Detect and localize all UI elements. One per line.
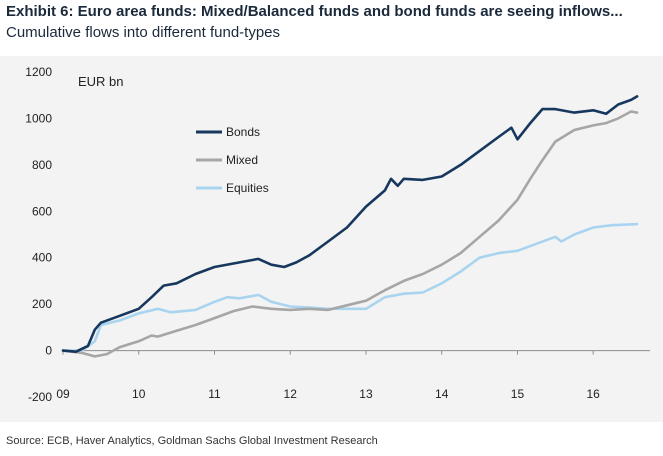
legend-label-bonds: Bonds (226, 125, 260, 139)
chart-subtitle: Cumulative flows into different fund-typ… (6, 24, 281, 41)
x-tick-label: 14 (435, 387, 449, 401)
x-tick-label: 16 (587, 387, 601, 401)
x-tick-label: 15 (511, 387, 525, 401)
y-tick-label: 1000 (25, 111, 52, 125)
y-tick-label: 200 (32, 297, 52, 311)
y-tick-label: -200 (28, 390, 52, 404)
y-tick-label: 800 (32, 158, 52, 172)
x-tick-label: 12 (284, 387, 298, 401)
series-line-mixed (61, 110, 639, 358)
series-line-equities (61, 222, 639, 352)
legend-label-mixed: Mixed (226, 153, 258, 167)
y-tick-label: 600 (32, 204, 52, 218)
chart-area: -200 0 200 400 600 800 1000 1200 09 10 11 12 13 14 15 1… (0, 56, 663, 422)
legend-label-equities: Equities (226, 181, 269, 195)
y-tick-label: 1200 (25, 65, 52, 79)
source-note: Source: ECB, Haver Analytics, Goldman Sa… (6, 435, 378, 447)
x-tick-label: 09 (56, 387, 70, 401)
x-tick-label: 11 (208, 387, 221, 401)
x-tick-label: 13 (359, 387, 373, 401)
unit-label: EUR bn (78, 74, 124, 89)
y-tick-label: 400 (32, 251, 52, 265)
chart-title: Exhibit 6: Euro area funds: Mixed/Balanc… (6, 3, 623, 20)
series-line-bonds (61, 95, 639, 353)
x-tick-label: 10 (132, 387, 146, 401)
y-tick-label: 0 (45, 344, 52, 358)
line-chart: -200 0 200 400 600 800 1000 1200 09 10 11 12 13 14 15 1… (25, 65, 650, 404)
